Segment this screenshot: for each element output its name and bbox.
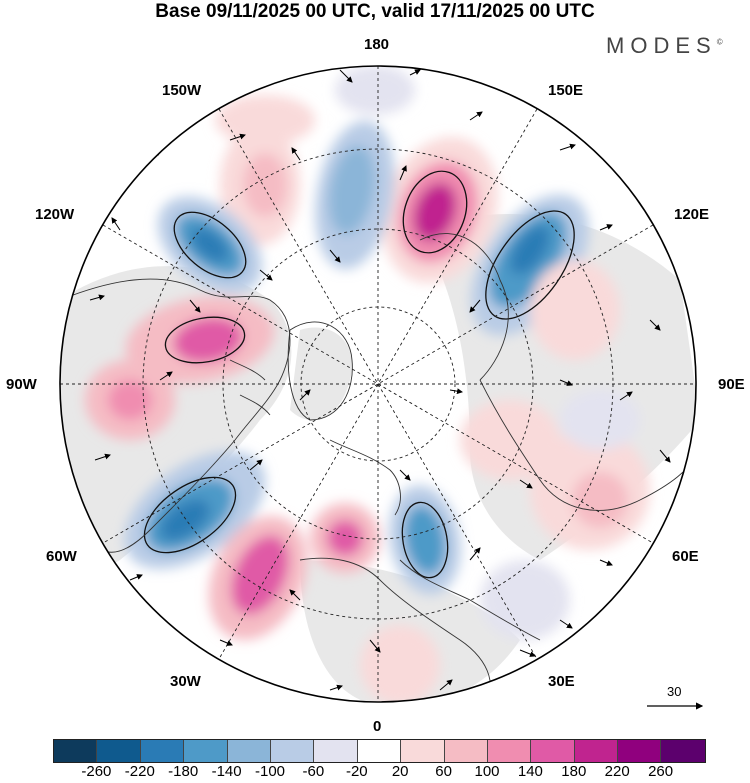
- lon-label-30w: 30W: [170, 673, 201, 690]
- polar-map: [59, 65, 704, 710]
- anomaly-pos-180-core: [413, 182, 457, 242]
- colorbar-swatch: [401, 740, 445, 762]
- colorbar-swatch: [227, 740, 271, 762]
- lon-label-90w: 90W: [6, 376, 37, 393]
- anomaly-pos-110e: [530, 260, 620, 360]
- colorbar-swatch: [487, 740, 532, 762]
- colorbar-swatch: [444, 740, 488, 762]
- colorbar-tick-label: 220: [604, 763, 630, 780]
- wind-vectors: [89, 69, 671, 691]
- anomaly-pos-150w-inner: [243, 153, 287, 217]
- colorbar-tick-label: 180: [561, 763, 587, 780]
- colorbar-swatch: [314, 740, 358, 762]
- anomaly-pos-70e-core: [572, 472, 628, 528]
- lon-label-90e: 90E: [718, 376, 745, 393]
- lon-label-180: 180: [364, 36, 390, 53]
- colorbar-swatch: [54, 740, 98, 762]
- colorbar-tick-label: 20: [391, 763, 409, 780]
- lon-label-120w: 120W: [35, 206, 75, 223]
- anomaly-neg-40e: [480, 560, 570, 640]
- anomaly-neg-80e: [560, 390, 640, 450]
- contour-pos-100w: [164, 316, 246, 364]
- greenland-land: [290, 327, 352, 420]
- anomaly-neg-170w-inner: [328, 145, 376, 235]
- brand-mark: ©: [716, 37, 723, 47]
- graticule: [60, 66, 696, 702]
- colorbar-swatch: [531, 740, 575, 762]
- lon-label-120e: 120E: [674, 206, 710, 223]
- lon-label-60e: 60E: [672, 548, 699, 565]
- colorbar-tick-label: 100: [474, 763, 500, 780]
- colorbar-tick-label: 60: [435, 763, 452, 780]
- lon-label-150e: 150E: [548, 82, 584, 99]
- colorbar-swatch: [574, 740, 619, 762]
- colorbar-swatch: [140, 740, 185, 762]
- brand-name: MODES: [606, 33, 717, 58]
- colorbar-tick-label: -260: [81, 763, 112, 780]
- map-border: [59, 65, 697, 703]
- colorbar-swatch: [357, 740, 402, 762]
- contour-neg-60w: [143, 476, 237, 554]
- colorbar-tick-label: -140: [211, 763, 242, 780]
- lon-label-0: 0: [373, 718, 382, 735]
- anomaly-pos-iceland-core: [327, 520, 363, 556]
- contour-pos-180: [402, 170, 468, 254]
- lon-label-60w: 60W: [46, 548, 77, 565]
- anomaly-neg-130e-core: [510, 225, 550, 275]
- colorbar-swatch: [97, 740, 141, 762]
- anomaly-pos-asia-center: [460, 400, 560, 480]
- colorbar-tick-label: -220: [124, 763, 155, 780]
- brand-logo: MODES©: [606, 33, 723, 59]
- wind-reference-label: 30: [667, 684, 682, 699]
- contour-neg-130e: [485, 210, 575, 320]
- map-title: Base 09/11/2025 00 UTC, valid 17/11/2025…: [155, 1, 595, 22]
- coastlines: [60, 233, 696, 702]
- colorbar-tick-label: -100: [254, 763, 286, 780]
- colorbar-tick-label: -20: [345, 763, 368, 780]
- contour-neg-130w: [173, 211, 247, 279]
- colorbar: [53, 739, 706, 763]
- anomaly-neg-130w-core: [191, 228, 229, 262]
- anomaly-neg-180-far: [335, 66, 415, 115]
- anomaly-neg-europe-core: [404, 505, 446, 575]
- colorbar-tick-label: -60: [302, 763, 325, 780]
- colorbar-tick-label: -180: [168, 763, 199, 780]
- colorbar-swatch: [270, 740, 315, 762]
- anomaly-pos-90w-core: [108, 380, 152, 420]
- lon-label-30e: 30E: [548, 673, 575, 690]
- anomaly-pos-100w-core: [173, 317, 243, 363]
- anomaly-pos-africa: [360, 625, 440, 702]
- colorbar-swatch: [661, 740, 705, 762]
- colorbar-tick-label: 140: [517, 763, 543, 780]
- contour-neg-europe: [401, 501, 449, 579]
- lon-label-150w: 150W: [162, 82, 202, 99]
- colorbar-swatch: [618, 740, 662, 762]
- anomaly-pos-150w-far: [215, 95, 315, 145]
- anomaly-neg-60w-core: [160, 499, 210, 541]
- colorbar-swatch: [184, 740, 228, 762]
- colorbar-tick-label: 260: [648, 763, 674, 780]
